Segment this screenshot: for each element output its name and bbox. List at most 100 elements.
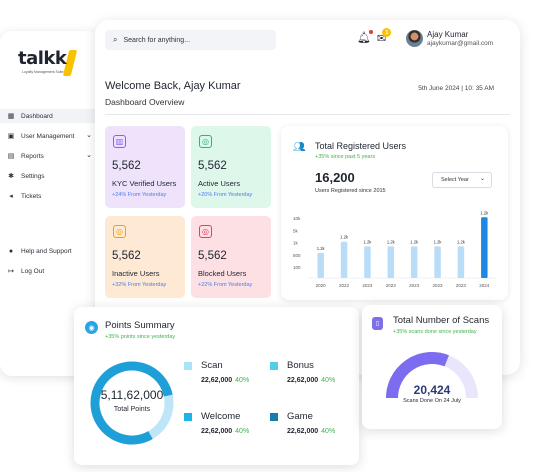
sidebar-item-label: Dashboard xyxy=(21,112,53,120)
avatar[interactable] xyxy=(406,30,423,47)
y-tick-label: 500 xyxy=(293,253,301,258)
points-donut-chart xyxy=(90,361,174,445)
help-icon: ● xyxy=(8,247,14,255)
stat-change: +22% From Yesterday xyxy=(198,282,253,288)
bar-value-label: 1.2k xyxy=(480,210,489,215)
bar[interactable] xyxy=(481,217,488,278)
x-tick-label: 2023 xyxy=(386,283,397,288)
registered-since: Users Registered since 2015 xyxy=(315,188,386,194)
stat-card-blocked-users[interactable]: ◎ 5,562 Blocked Users +22% From Yesterda… xyxy=(191,216,271,298)
brand-tagline: Loyalty Management Suite xyxy=(22,70,64,74)
scans-growth: +35% scans done since yesterday xyxy=(393,329,477,335)
sidebar-item-label: Reports xyxy=(21,152,44,160)
scans-label: Scans Done On 24 July xyxy=(403,398,461,404)
sidebar-item-settings[interactable]: ✱ Settings xyxy=(0,169,100,183)
y-tick-label: 100 xyxy=(293,265,301,270)
logout-icon: ↦ xyxy=(8,268,14,275)
y-tick-label: 5k xyxy=(293,228,299,233)
report-icon: ▤ xyxy=(7,153,15,160)
select-year-label: Select Year xyxy=(441,177,469,183)
x-tick-label: 2024 xyxy=(479,283,490,288)
sidebar-item-label: Tickets xyxy=(21,192,42,200)
stat-value: 5,562 xyxy=(198,250,227,262)
chevron-down-icon: ⌄ xyxy=(479,176,485,182)
current-datetime: 5th June 2024 | 10: 35 AM xyxy=(418,85,494,92)
page-title: Dashboard Overview xyxy=(105,97,185,107)
registered-total: 16,200 xyxy=(315,170,355,185)
help-support-label: Help and Support xyxy=(21,247,72,255)
legend-name: Welcome xyxy=(201,411,241,422)
registered-users-bar-chart: 10k 5k 1k 500 100 1.2k 2020 1.2k 2022 1.2k 2023 1.2… xyxy=(293,210,496,288)
bar[interactable] xyxy=(364,246,371,278)
kyc-icon: ▥ xyxy=(113,135,126,148)
registered-users-card: 👥︎ Total Registered Users +35% since pas… xyxy=(281,126,508,300)
registered-growth: +35% since past 5 years xyxy=(315,154,376,160)
x-tick-label: 2020 xyxy=(316,283,327,288)
user-name: Ajay Kumar xyxy=(427,30,469,39)
scans-gauge xyxy=(386,352,478,399)
legend-name: Bonus xyxy=(287,360,314,371)
legend-swatch xyxy=(270,362,278,370)
x-tick-label: 2023 xyxy=(409,283,420,288)
bar-value-label: 1.2k xyxy=(387,239,396,244)
legend-swatch xyxy=(184,362,192,370)
legend-amount-value: 22,62,000 xyxy=(287,428,319,435)
x-tick-label: 2023 xyxy=(456,283,467,288)
stat-card-active-users[interactable]: ◎ 5,562 Active Users +20% From Yesterday xyxy=(191,126,271,208)
sidebar-item-reports[interactable]: ▤ Reports ⌄ xyxy=(0,149,100,163)
coins-icon: ◉ xyxy=(85,321,98,334)
bar[interactable] xyxy=(317,252,324,278)
chevron-down-icon: ⌄ xyxy=(86,132,92,139)
sidebar-item-dashboard[interactable]: ▦ Dashboard xyxy=(0,109,100,123)
stat-value: 5,562 xyxy=(112,160,141,172)
scans-value: 20,424 xyxy=(413,383,451,397)
stat-label: Blocked Users xyxy=(198,269,247,278)
legend-percent: 40% xyxy=(235,377,250,384)
search-input[interactable]: Search for anything... xyxy=(123,36,191,44)
sidebar: talkk Loyalty Management Suite ▦ Dashboa… xyxy=(0,31,100,376)
logout-link[interactable]: ↦ Log Out xyxy=(0,264,100,278)
stat-change: +20% From Yesterday xyxy=(198,192,253,198)
stat-card-kyc-verified[interactable]: ▥ 5,562 KYC Verified Users +24% From Yes… xyxy=(105,126,185,208)
stat-label: KYC Verified Users xyxy=(112,179,177,188)
stat-change: +32% From Yesterday xyxy=(112,282,167,288)
user-icon: ▣ xyxy=(7,133,15,140)
mail-icon[interactable]: ✉ 1 xyxy=(377,28,392,45)
scans-title: Total Number of Scans xyxy=(393,315,490,326)
points-growth: +35% points since yesterday xyxy=(105,334,176,340)
search-bar[interactable]: ⌕ Search for anything... xyxy=(105,30,276,50)
users-group-icon: 👥︎ xyxy=(293,142,306,153)
bar-value-label: 1.2k xyxy=(434,239,443,244)
gear-icon: ✱ xyxy=(8,173,14,180)
bar[interactable] xyxy=(387,246,395,278)
notification-bell-icon[interactable]: 🔔︎ xyxy=(357,30,373,44)
legend-percent: 40% xyxy=(235,428,250,435)
bar[interactable] xyxy=(434,246,441,278)
bar-value-label: 1.2k xyxy=(363,239,372,244)
megaphone-icon: ◂ xyxy=(9,193,13,200)
user-email: ajaykumar@gmail.com xyxy=(427,40,494,47)
legend-amount: 22,62,000 40% xyxy=(287,377,335,384)
notification-dot xyxy=(368,30,373,34)
sidebar-item-label: Settings xyxy=(21,172,45,180)
legend-name: Scan xyxy=(201,360,223,371)
legend-percent: 40% xyxy=(321,428,336,435)
bar-value-label: 1.2k xyxy=(340,235,349,240)
sidebar-item-tickets[interactable]: ◂ Tickets xyxy=(0,189,100,203)
sidebar-item-user-management[interactable]: ▣ User Management ⌄ xyxy=(0,129,100,143)
x-tick-label: 2023 xyxy=(362,283,373,288)
bar-value-label: 1.2k xyxy=(410,239,419,244)
help-support-link[interactable]: ● Help and Support xyxy=(0,244,100,258)
bar[interactable] xyxy=(457,246,465,278)
welcome-title: Welcome Back, Ajay Kumar xyxy=(105,80,241,92)
brand-logo: talkk Loyalty Management Suite xyxy=(16,48,78,80)
select-year-dropdown[interactable]: Select Year ⌄ xyxy=(432,172,492,188)
bar[interactable] xyxy=(340,241,348,278)
total-points-label: Total Points xyxy=(113,406,151,413)
phone-scan-icon: ▯ xyxy=(372,317,383,330)
sidebar-item-label: User Management xyxy=(21,132,75,140)
bar[interactable] xyxy=(410,246,418,278)
brand-name: talkk xyxy=(18,48,67,69)
stat-card-inactive-users[interactable]: ◎ 5,562 Inactive Users +32% From Yesterd… xyxy=(105,216,185,298)
